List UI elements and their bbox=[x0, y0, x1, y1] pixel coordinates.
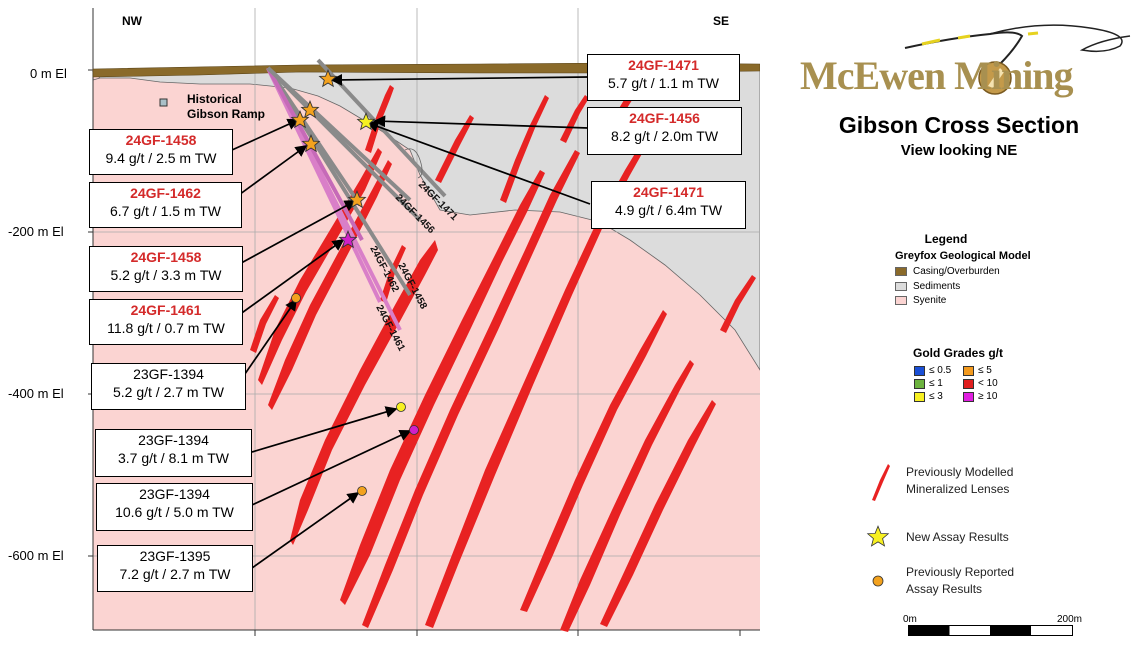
assay-callout: 24GF-1471 4.9 g/t / 6.4m TW bbox=[591, 181, 746, 229]
previous-assay-dots bbox=[291, 293, 419, 496]
swatch-icon bbox=[914, 391, 925, 402]
assay-callout: 24GF-1462 6.7 g/t / 1.5 m TW bbox=[89, 182, 242, 228]
mineralized-lenses bbox=[250, 80, 756, 632]
swatch-icon bbox=[963, 365, 974, 376]
legend-unit: Syenite bbox=[895, 295, 946, 306]
grade-entry: ≤ 5 bbox=[963, 365, 992, 376]
callout-grade: 5.2 g/t / 3.3 m TW bbox=[110, 267, 222, 283]
grade-entry: ≤ 0.5 bbox=[914, 365, 951, 376]
dot-icon bbox=[357, 486, 367, 496]
assay-callout: 23GF-1395 7.2 g/t / 2.7 m TW bbox=[97, 545, 253, 592]
swatch-icon bbox=[963, 391, 974, 402]
grade-entry: < 10 bbox=[963, 378, 998, 389]
new-assay-stars bbox=[290, 69, 376, 249]
assay-callout: 23GF-1394 5.2 g/t / 2.7 m TW bbox=[91, 363, 246, 410]
legend-unit: Casing/Overburden bbox=[895, 266, 1000, 277]
callout-hole: 23GF-1395 bbox=[139, 548, 211, 564]
star-icon bbox=[338, 230, 358, 249]
dot-icon bbox=[872, 575, 884, 587]
scale-start: 0m bbox=[903, 614, 917, 625]
legend-unit: Sediments bbox=[895, 281, 960, 292]
callout-grade: 7.2 g/t / 2.7 m TW bbox=[119, 566, 231, 582]
grade-entry: ≥ 10 bbox=[963, 391, 997, 402]
callout-grade: 10.6 g/t / 5.0 m TW bbox=[115, 504, 234, 520]
elevation-label: 0 m El bbox=[30, 66, 67, 81]
star-icon bbox=[347, 190, 367, 209]
callout-grade: 5.7 g/t / 1.1 m TW bbox=[607, 75, 719, 91]
elevation-label: -200 m El bbox=[8, 224, 64, 239]
assay-callout: 24GF-1458 5.2 g/t / 3.3 m TW bbox=[89, 246, 243, 292]
historical-ramp-label: Gibson Ramp bbox=[187, 107, 265, 121]
legend-symbol: Previously Modelled Mineralized Lenses bbox=[906, 465, 1014, 496]
assay-callout: 23GF-1394 3.7 g/t / 8.1 m TW bbox=[95, 429, 252, 477]
assay-callout: 24GF-1461 11.8 g/t / 0.7 m TW bbox=[89, 299, 243, 345]
swatch-icon bbox=[895, 296, 907, 305]
scale-end: 200m bbox=[1057, 614, 1083, 625]
elevation-label: -400 m El bbox=[8, 386, 64, 401]
callout-hole: 24GF-1471 bbox=[633, 184, 704, 200]
historical-ramp-label: Historical bbox=[187, 92, 242, 106]
leader-lines bbox=[231, 73, 591, 569]
callout-grade: 4.9 g/t / 6.4m TW bbox=[614, 202, 723, 218]
brand-name: McEwen Mining bbox=[800, 53, 1074, 98]
direction-se: SE bbox=[713, 14, 729, 28]
callout-hole: 24GF-1471 bbox=[628, 57, 699, 73]
callout-hole: 24GF-1458 bbox=[125, 132, 197, 148]
callout-hole: 24GF-1458 bbox=[130, 249, 202, 265]
tunnel-outline bbox=[404, 148, 423, 179]
callout-hole: 24GF-1461 bbox=[130, 302, 202, 318]
callout-grade: 11.8 g/t / 0.7 m TW bbox=[107, 320, 225, 336]
star-icon bbox=[301, 134, 321, 153]
callout-grade: 5.2 g/t / 2.7 m TW bbox=[112, 384, 224, 400]
page-subtitle: View looking NE bbox=[900, 142, 1018, 159]
star-icon bbox=[290, 110, 310, 129]
callout-hole: 24GF-1456 bbox=[629, 110, 700, 126]
callout-grade: 9.4 g/t / 2.5 m TW bbox=[105, 150, 217, 166]
elevation-label: -600 m El bbox=[8, 548, 64, 563]
page-title: Gibson Cross Section bbox=[838, 112, 1080, 138]
callout-hole: 23GF-1394 bbox=[138, 432, 209, 448]
swatch-icon bbox=[895, 282, 907, 291]
callout-grade: 3.7 g/t / 8.1 m TW bbox=[117, 450, 229, 466]
star-icon bbox=[866, 525, 890, 547]
assay-callout: 24GF-1456 8.2 g/t / 2.0m TW bbox=[587, 107, 742, 155]
dot-icon bbox=[291, 293, 301, 303]
lens-icon bbox=[872, 464, 890, 501]
assay-callout: 23GF-1394 10.6 g/t / 5.0 m TW bbox=[96, 483, 253, 531]
grade-entry: ≤ 3 bbox=[914, 391, 943, 402]
historical-ramp-marker bbox=[159, 98, 168, 107]
swatch-icon bbox=[895, 267, 907, 276]
callout-hole: 24GF-1462 bbox=[130, 185, 201, 201]
assay-callout: 24GF-1458 9.4 g/t / 2.5 m TW bbox=[89, 129, 233, 175]
geology-legend-title: Greyfox Geological Model bbox=[895, 250, 1031, 262]
swatch-icon bbox=[914, 365, 925, 376]
callout-grade: 8.2 g/t / 2.0m TW bbox=[610, 128, 719, 144]
callout-hole: 23GF-1394 bbox=[139, 486, 210, 502]
dot-icon bbox=[396, 402, 406, 412]
grades-legend-title: Gold Grades g/t bbox=[913, 346, 1004, 360]
star-icon bbox=[356, 112, 376, 131]
brand-logo bbox=[904, 24, 1131, 95]
grade-entry: ≤ 1 bbox=[914, 378, 943, 389]
callout-hole: 23GF-1394 bbox=[133, 366, 204, 382]
swatch-icon bbox=[963, 378, 974, 389]
legend-title: Legend bbox=[924, 232, 968, 246]
star-icon bbox=[318, 69, 338, 88]
direction-nw: NW bbox=[122, 14, 143, 28]
assay-callout: 24GF-1471 5.7 g/t / 1.1 m TW bbox=[587, 54, 740, 101]
legend-symbol: New Assay Results bbox=[906, 530, 1009, 544]
dot-icon bbox=[409, 425, 419, 435]
scale-bar bbox=[908, 625, 1073, 636]
legend-symbol: Previously Reported Assay Results bbox=[906, 565, 1015, 596]
swatch-icon bbox=[914, 378, 925, 389]
star-icon bbox=[300, 100, 320, 119]
callout-grade: 6.7 g/t / 1.5 m TW bbox=[109, 203, 221, 219]
